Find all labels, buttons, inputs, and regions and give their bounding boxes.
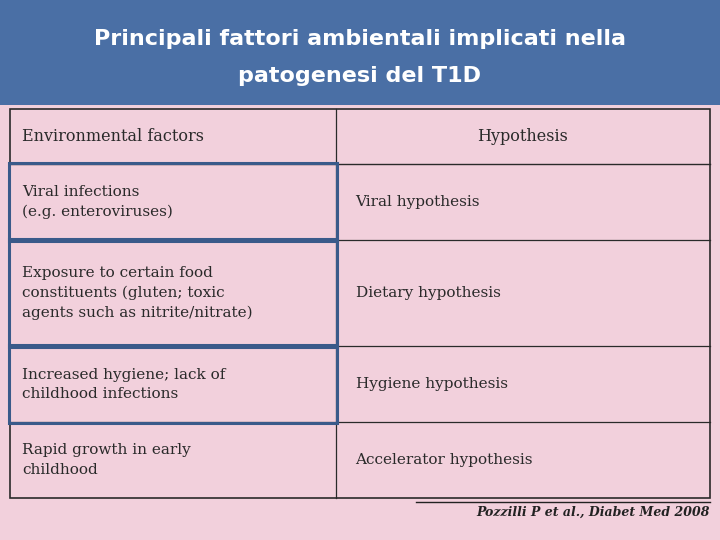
Text: Exposure to certain food
constituents (gluten; toxic
agents such as nitrite/nitr: Exposure to certain food constituents (g… (22, 266, 253, 320)
Text: patogenesi del T1D: patogenesi del T1D (238, 65, 482, 86)
Bar (9, 163, 336, 241)
Text: Accelerator hypothesis: Accelerator hypothesis (356, 453, 533, 467)
Text: Pozzilli P et al., Diabet Med 2008: Pozzilli P et al., Diabet Med 2008 (477, 505, 710, 518)
Text: Principali fattori ambientali implicati nella: Principali fattori ambientali implicati … (94, 29, 626, 49)
Bar (10, 109, 710, 498)
Bar (9, 239, 336, 348)
Text: Environmental factors: Environmental factors (22, 128, 204, 145)
Text: Hypothesis: Hypothesis (477, 128, 568, 145)
Text: Viral hypothesis: Viral hypothesis (356, 195, 480, 209)
Text: Hygiene hypothesis: Hygiene hypothesis (356, 377, 508, 392)
Bar (0, 0, 720, 105)
Text: Dietary hypothesis: Dietary hypothesis (356, 286, 500, 300)
Text: Viral infections
(e.g. enteroviruses): Viral infections (e.g. enteroviruses) (22, 185, 173, 219)
Bar (9, 346, 336, 423)
Text: Increased hygiene; lack of
childhood infections: Increased hygiene; lack of childhood inf… (22, 368, 225, 401)
Text: Rapid growth in early
childhood: Rapid growth in early childhood (22, 443, 191, 477)
